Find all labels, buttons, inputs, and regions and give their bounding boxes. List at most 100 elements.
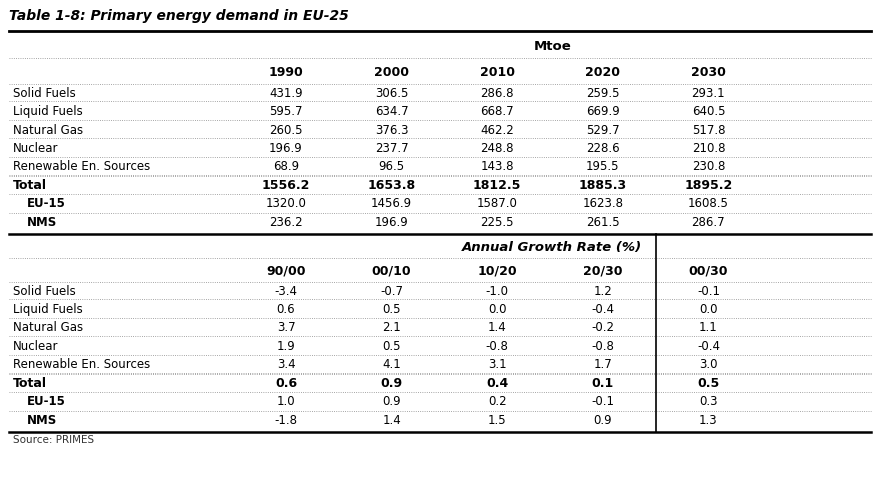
- Text: 0.0: 0.0: [699, 303, 718, 316]
- Text: 306.5: 306.5: [375, 87, 408, 100]
- Text: -0.7: -0.7: [380, 285, 403, 298]
- Text: 0.6: 0.6: [276, 303, 296, 316]
- Text: 1.7: 1.7: [593, 359, 612, 372]
- Text: 0.3: 0.3: [699, 395, 718, 408]
- Text: Mtoe: Mtoe: [533, 40, 571, 53]
- Text: 1990: 1990: [268, 66, 304, 79]
- Text: 68.9: 68.9: [273, 160, 299, 173]
- Text: 2010: 2010: [480, 66, 515, 79]
- Text: 2030: 2030: [691, 66, 726, 79]
- Text: 96.5: 96.5: [378, 160, 405, 173]
- Text: 0.9: 0.9: [380, 377, 403, 390]
- Text: Nuclear: Nuclear: [13, 340, 59, 353]
- Text: Natural Gas: Natural Gas: [13, 123, 84, 136]
- Text: 00/30: 00/30: [689, 264, 728, 277]
- Text: Natural Gas: Natural Gas: [13, 322, 84, 335]
- Text: 1.3: 1.3: [699, 414, 718, 427]
- Text: 3.0: 3.0: [699, 359, 718, 372]
- Text: 0.5: 0.5: [382, 303, 401, 316]
- Text: 462.2: 462.2: [480, 123, 514, 136]
- Text: 236.2: 236.2: [269, 216, 303, 229]
- Text: 4.1: 4.1: [382, 359, 401, 372]
- Text: Total: Total: [13, 377, 48, 390]
- Text: 431.9: 431.9: [269, 87, 303, 100]
- Text: 260.5: 260.5: [269, 123, 303, 136]
- Text: 376.3: 376.3: [375, 123, 408, 136]
- Text: 640.5: 640.5: [692, 105, 725, 118]
- Text: 634.7: 634.7: [375, 105, 408, 118]
- Text: 0.2: 0.2: [488, 395, 507, 408]
- Text: 2020: 2020: [585, 66, 620, 79]
- Text: 286.7: 286.7: [692, 216, 725, 229]
- Text: 10/20: 10/20: [477, 264, 517, 277]
- Text: EU-15: EU-15: [26, 395, 65, 408]
- Text: 3.7: 3.7: [276, 322, 296, 335]
- Text: 1895.2: 1895.2: [685, 179, 732, 192]
- Text: 2.1: 2.1: [382, 322, 401, 335]
- Text: 210.8: 210.8: [692, 142, 725, 155]
- Text: 3.1: 3.1: [488, 359, 507, 372]
- Text: 90/00: 90/00: [267, 264, 305, 277]
- Text: 0.5: 0.5: [382, 340, 401, 353]
- Text: Liquid Fuels: Liquid Fuels: [13, 105, 83, 118]
- Text: 00/10: 00/10: [371, 264, 412, 277]
- Text: -1.8: -1.8: [275, 414, 297, 427]
- Text: -0.2: -0.2: [591, 322, 614, 335]
- Text: 0.1: 0.1: [591, 377, 614, 390]
- Text: 248.8: 248.8: [480, 142, 514, 155]
- Text: 2000: 2000: [374, 66, 409, 79]
- Text: 595.7: 595.7: [269, 105, 303, 118]
- Text: 1608.5: 1608.5: [688, 197, 729, 210]
- Text: 517.8: 517.8: [692, 123, 725, 136]
- Text: 261.5: 261.5: [586, 216, 620, 229]
- Text: 0.9: 0.9: [382, 395, 401, 408]
- Text: Liquid Fuels: Liquid Fuels: [13, 303, 83, 316]
- Text: -3.4: -3.4: [275, 285, 297, 298]
- Text: 668.7: 668.7: [480, 105, 514, 118]
- Text: 1653.8: 1653.8: [368, 179, 415, 192]
- Text: 0.6: 0.6: [275, 377, 297, 390]
- Text: 228.6: 228.6: [586, 142, 620, 155]
- Text: 529.7: 529.7: [586, 123, 620, 136]
- Text: 237.7: 237.7: [375, 142, 408, 155]
- Text: Total: Total: [13, 179, 48, 192]
- Text: 259.5: 259.5: [586, 87, 620, 100]
- Text: -0.8: -0.8: [591, 340, 614, 353]
- Text: 1.9: 1.9: [276, 340, 296, 353]
- Text: -0.1: -0.1: [697, 285, 720, 298]
- Text: -0.1: -0.1: [591, 395, 614, 408]
- Text: NMS: NMS: [26, 414, 56, 427]
- Text: 1456.9: 1456.9: [371, 197, 412, 210]
- Text: 1885.3: 1885.3: [579, 179, 627, 192]
- Text: 1812.5: 1812.5: [473, 179, 521, 192]
- Text: 0.9: 0.9: [593, 414, 612, 427]
- Text: 286.8: 286.8: [480, 87, 514, 100]
- Text: 20/30: 20/30: [583, 264, 622, 277]
- Text: 1.5: 1.5: [488, 414, 507, 427]
- Text: 293.1: 293.1: [692, 87, 725, 100]
- Text: 0.5: 0.5: [697, 377, 720, 390]
- Text: 230.8: 230.8: [692, 160, 725, 173]
- Text: Table 1-8: Primary energy demand in EU-25: Table 1-8: Primary energy demand in EU-2…: [9, 9, 348, 23]
- Text: 1623.8: 1623.8: [583, 197, 623, 210]
- Text: 1320.0: 1320.0: [266, 197, 306, 210]
- Text: 143.8: 143.8: [480, 160, 514, 173]
- Text: 669.9: 669.9: [586, 105, 620, 118]
- Text: Renewable En. Sources: Renewable En. Sources: [13, 160, 150, 173]
- Text: Solid Fuels: Solid Fuels: [13, 285, 76, 298]
- Text: 0.0: 0.0: [488, 303, 507, 316]
- Text: EU-15: EU-15: [26, 197, 65, 210]
- Text: 1.1: 1.1: [699, 322, 718, 335]
- Text: 195.5: 195.5: [586, 160, 620, 173]
- Text: 1.0: 1.0: [276, 395, 296, 408]
- Text: -0.8: -0.8: [486, 340, 509, 353]
- Text: 1.4: 1.4: [382, 414, 401, 427]
- Text: Annual Growth Rate (%): Annual Growth Rate (%): [462, 240, 642, 253]
- Text: 196.9: 196.9: [269, 142, 303, 155]
- Text: Solid Fuels: Solid Fuels: [13, 87, 76, 100]
- Text: 225.5: 225.5: [480, 216, 514, 229]
- Text: 0.4: 0.4: [486, 377, 509, 390]
- Text: 1.2: 1.2: [593, 285, 612, 298]
- Text: Renewable En. Sources: Renewable En. Sources: [13, 359, 150, 372]
- Text: 1587.0: 1587.0: [477, 197, 517, 210]
